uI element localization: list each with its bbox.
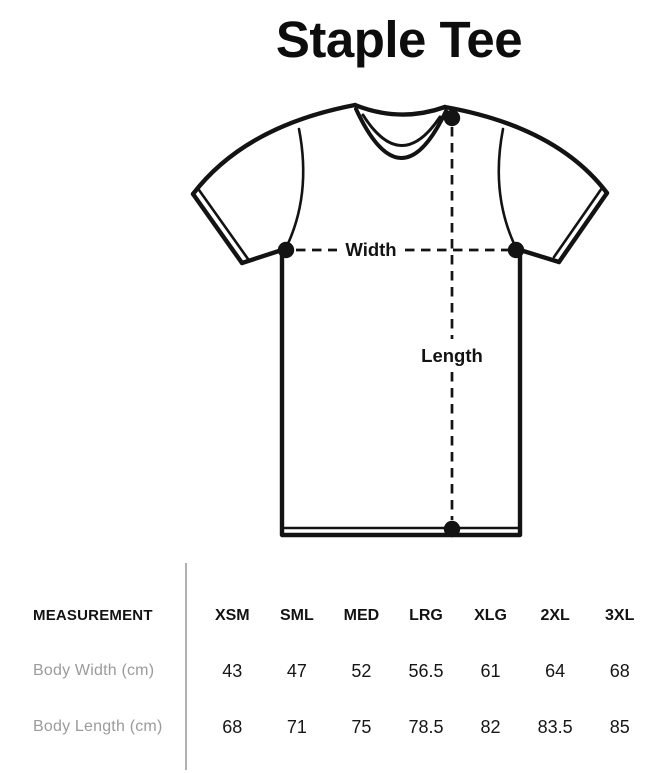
right-cuff-edge bbox=[556, 190, 610, 265]
body-width-row: Body Width (cm) 43 47 52 56.5 61 64 68 bbox=[0, 661, 652, 681]
hem-dot bbox=[443, 520, 461, 538]
body-length-row-label: Body Length (cm) bbox=[33, 718, 163, 735]
size-header-lrg: LRG bbox=[409, 607, 443, 624]
body-outline bbox=[279, 247, 523, 538]
body-width-lrg: 56.5 bbox=[408, 661, 444, 681]
right-cuff-seam bbox=[552, 186, 604, 259]
left-armpit-dot bbox=[277, 241, 295, 259]
collar-outer-arc bbox=[354, 107, 448, 160]
body-length-sml: 71 bbox=[286, 717, 307, 737]
body-length-xlg: 82 bbox=[480, 717, 501, 737]
size-header-2xl: 2XL bbox=[540, 607, 570, 624]
body-width-sml: 47 bbox=[286, 661, 307, 681]
left-shoulder-line bbox=[190, 102, 358, 197]
size-header-sml: SML bbox=[279, 607, 314, 624]
tshirt-outline bbox=[190, 102, 610, 538]
size-header-xlg: XLG bbox=[474, 607, 507, 624]
size-table: MEASUREMENT XSM SML MED LRG XLG 2XL 3XL … bbox=[0, 556, 652, 773]
body-length-values: 68 71 75 78.5 82 83.5 85 bbox=[200, 717, 652, 737]
page-title: Staple Tee bbox=[275, 11, 523, 68]
right-sleeve-seam bbox=[497, 127, 519, 252]
body-length-row: Body Length (cm) 68 71 75 78.5 82 83.5 8… bbox=[0, 717, 652, 737]
body-width-xsm: 43 bbox=[222, 661, 243, 681]
collar-dot bbox=[443, 109, 461, 127]
left-underarm-line bbox=[239, 247, 285, 266]
size-header-xsm: XSM bbox=[214, 607, 250, 624]
body-length-med: 75 bbox=[351, 717, 372, 737]
measurement-header: MEASUREMENT bbox=[33, 607, 153, 624]
body-length-lrg: 78.5 bbox=[408, 717, 444, 737]
size-table-header-row: MEASUREMENT XSM SML MED LRG XLG 2XL 3XL bbox=[0, 606, 652, 626]
size-header-3xl: 3XL bbox=[605, 607, 635, 624]
length-label: Length bbox=[421, 345, 483, 366]
right-shoulder-line bbox=[442, 104, 610, 196]
body-length-3xl: 85 bbox=[609, 717, 630, 737]
body-width-3xl: 68 bbox=[609, 661, 630, 681]
collar-inner-arc bbox=[361, 113, 442, 147]
left-sleeve-seam bbox=[283, 127, 305, 252]
width-label: Width bbox=[345, 239, 396, 260]
body-length-xsm: 68 bbox=[222, 717, 243, 737]
body-length-2xl: 83.5 bbox=[537, 717, 573, 737]
tshirt-diagram: Width Length bbox=[190, 102, 610, 538]
body-width-2xl: 64 bbox=[545, 661, 566, 681]
left-cuff-edge bbox=[190, 191, 245, 266]
size-header-med: MED bbox=[343, 607, 380, 624]
measurement-dots bbox=[277, 109, 525, 538]
body-width-xlg: 61 bbox=[480, 661, 501, 681]
tshirt-seams bbox=[197, 113, 604, 530]
body-width-values: 43 47 52 56.5 61 64 68 bbox=[200, 661, 652, 681]
back-neck-line bbox=[352, 102, 448, 117]
left-cuff-seam bbox=[197, 188, 250, 261]
table-divider bbox=[185, 563, 187, 770]
size-header-cells: XSM SML MED LRG XLG 2XL 3XL bbox=[200, 606, 652, 626]
body-width-med: 52 bbox=[351, 661, 372, 681]
body-width-row-label: Body Width (cm) bbox=[33, 662, 155, 679]
measurement-lines bbox=[296, 127, 508, 520]
right-underarm-line bbox=[517, 247, 562, 265]
right-armpit-dot bbox=[507, 241, 525, 259]
